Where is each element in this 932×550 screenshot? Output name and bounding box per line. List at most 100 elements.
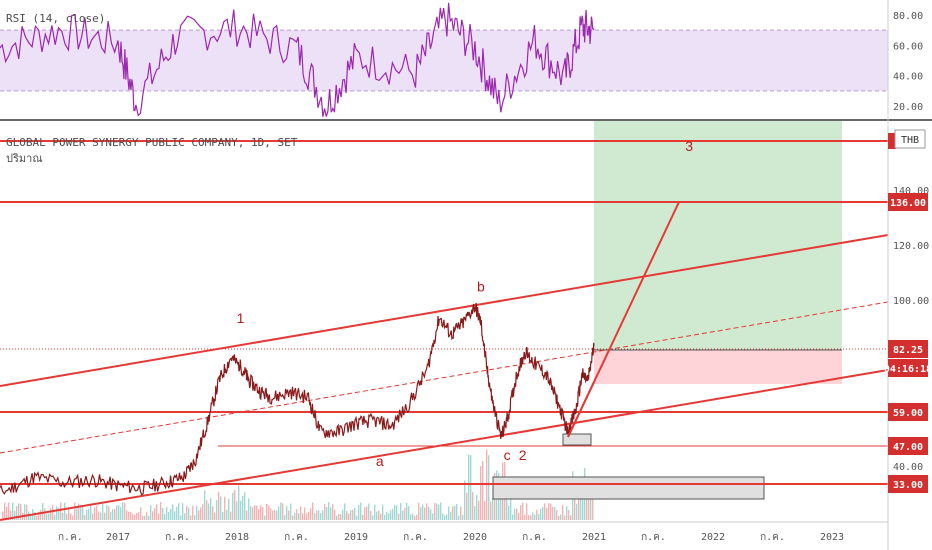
volume-bar [76, 507, 78, 520]
time-tick-label: 2018 [225, 532, 249, 543]
volume-bar [408, 506, 410, 520]
volume-bar [258, 509, 260, 520]
volume-bar [212, 506, 214, 520]
channel-mid[interactable] [0, 301, 889, 454]
volume-bar [346, 511, 348, 520]
volume-bar [426, 503, 428, 520]
volume-bar [130, 511, 132, 520]
volume-bar [114, 509, 116, 520]
volume-bar [154, 508, 156, 520]
volume-bar [232, 492, 234, 520]
wave-label: c [504, 447, 511, 463]
volume-bar [220, 496, 222, 520]
volume-bar [246, 510, 248, 520]
volume-bar [90, 503, 92, 520]
volume-bar [60, 502, 62, 520]
time-tick-label: ก.ค. [284, 532, 309, 543]
volume-bar [576, 503, 578, 520]
volume-bar [384, 514, 386, 520]
volume-bar [422, 504, 424, 520]
volume-bar [14, 510, 16, 520]
volume-bar [178, 503, 180, 520]
volume-bar [152, 511, 154, 520]
volume-bar [104, 512, 106, 520]
volume-bar [38, 511, 40, 520]
volume-bar [276, 510, 278, 520]
volume-bar [400, 503, 402, 520]
support-box-small[interactable] [562, 433, 592, 446]
price-axis-badge [888, 340, 928, 358]
volume-bar [54, 515, 56, 520]
volume-bar [302, 513, 304, 520]
volume-bar [274, 510, 276, 520]
volume-bar [172, 504, 174, 520]
volume-bar [446, 514, 448, 520]
volume-bar [142, 515, 144, 520]
volume-bar [120, 507, 122, 520]
volume-bar [532, 512, 534, 520]
volume-bar [148, 515, 150, 520]
volume-bar [560, 514, 562, 520]
volume-bar [170, 508, 172, 520]
volume-bar [192, 505, 194, 520]
volume-bar [134, 514, 136, 520]
volume-bar [2, 511, 4, 520]
volume-bar [574, 486, 576, 520]
volume-bar [52, 505, 54, 520]
volume-bar [534, 514, 536, 520]
currency-badge[interactable] [894, 129, 926, 149]
volume-bar [190, 515, 192, 520]
volume-bar [278, 506, 280, 520]
volume-bar [282, 503, 284, 520]
volume-bar [350, 510, 352, 520]
volume-bar [570, 515, 572, 520]
volume-bar [4, 502, 6, 520]
volume-bar [214, 512, 216, 520]
volume-bar [436, 503, 438, 520]
volume-bar [538, 514, 540, 520]
volume-bar [200, 507, 202, 520]
volume-bar [388, 513, 390, 520]
time-tick-label: ก.ค. [165, 532, 190, 543]
volume-bar [234, 490, 236, 520]
volume-bar [404, 507, 406, 520]
volume-bar [216, 500, 218, 520]
wave-label: b [477, 278, 485, 294]
volume-bar [394, 505, 396, 520]
volume-bar [198, 510, 200, 520]
volume-bar [10, 510, 12, 520]
volume-bar [34, 512, 36, 520]
volume-bar [94, 507, 96, 520]
channel-lower[interactable] [0, 369, 889, 521]
volume-bar [386, 512, 388, 520]
volume-bar [514, 508, 516, 520]
volume-bar [518, 513, 520, 520]
volume-bar [328, 502, 330, 520]
volume-bar [444, 515, 446, 520]
volume-bar [526, 503, 528, 520]
target-zone [594, 121, 842, 350]
volume-bar [124, 503, 126, 520]
support-box-large[interactable] [492, 476, 765, 500]
wave-projection-up[interactable] [567, 201, 680, 438]
price-axis-badge-label: 136.00 [890, 198, 926, 209]
volume-bar [252, 507, 254, 520]
volume-bar [450, 512, 452, 520]
wave-label: a [376, 453, 384, 469]
volume-bar [440, 502, 442, 520]
volume-bar [40, 509, 42, 520]
channel-upper[interactable] [0, 234, 889, 387]
wave-label: 2 [519, 447, 527, 463]
volume-bar [244, 492, 246, 520]
volume-bar [480, 466, 482, 520]
volume-bar [332, 504, 334, 520]
volume-bar [68, 508, 70, 520]
volume-bar [174, 511, 176, 520]
volume-bar [464, 480, 466, 520]
volume-bar [18, 503, 20, 520]
volume-label: ปริมาณ [6, 152, 43, 165]
volume-bar [256, 505, 258, 520]
rsi-line [0, 2, 595, 117]
volume-bar [442, 513, 444, 520]
volume-bar [20, 503, 22, 520]
